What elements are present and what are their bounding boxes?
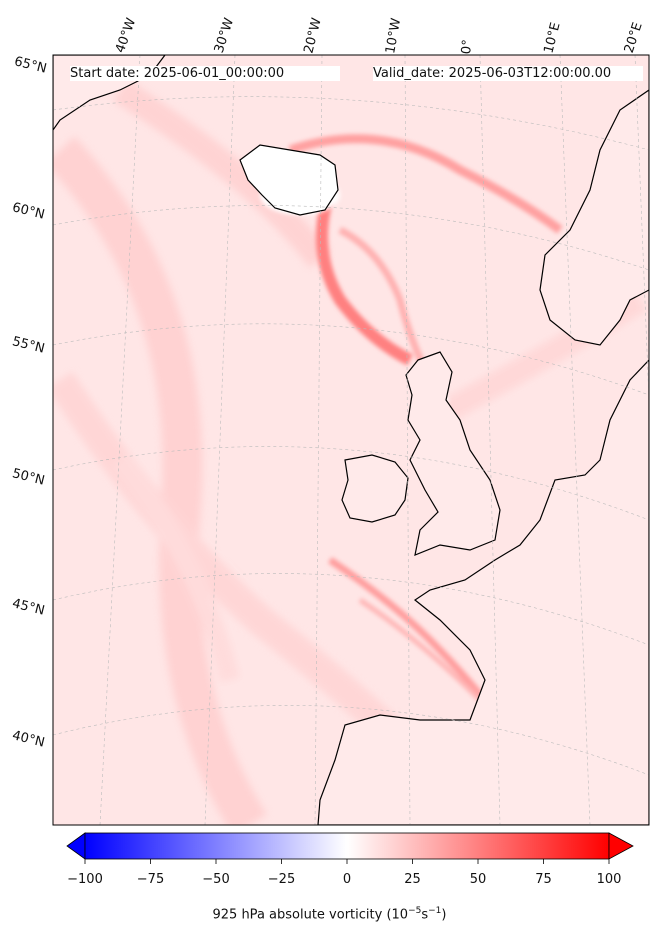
colorbar-tick: −75 (136, 872, 165, 887)
colorbar-tick: 0 (342, 872, 352, 887)
colorbar (66, 832, 634, 864)
vorticity-field (53, 55, 649, 825)
colorbar-tick: 50 (469, 872, 487, 887)
graticule (53, 55, 649, 825)
map-frame (52, 54, 650, 826)
colorbar-tick: −25 (267, 872, 296, 887)
start-date-label: Start date: 2025-06-01_00:00:00 (70, 66, 340, 81)
colorbar-tick: −50 (202, 872, 230, 887)
colorbar-tick: 25 (404, 872, 421, 887)
valid-date-label: Valid_date: 2025-06-03T12:00:00.00 (373, 66, 643, 81)
colorbar-tick: 75 (535, 872, 552, 887)
lon-label-0: 0° (459, 38, 476, 55)
colorbar-tick: 100 (596, 872, 622, 887)
colorbar-title: 925 hPa absolute vorticity (10−5s−1) (212, 906, 447, 923)
colorbar-tick: −100 (67, 872, 103, 887)
